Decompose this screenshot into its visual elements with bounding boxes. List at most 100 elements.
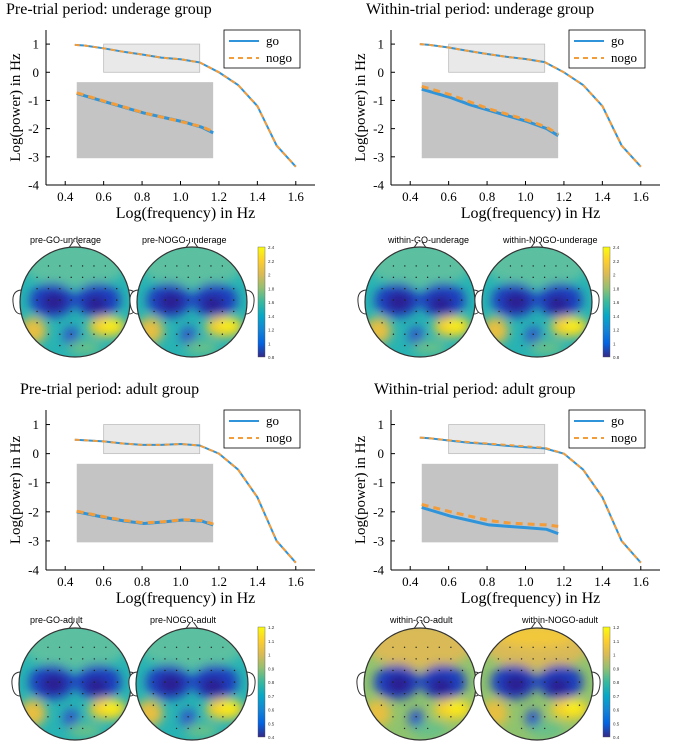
colorbar-tick-label: 2.2 <box>613 259 620 264</box>
topomaps-within-adult: 1.2 1.1 1 0.9 0.8 0.7 0.6 0.5 0.4 <box>356 622 620 741</box>
left-min-region <box>503 674 529 694</box>
electrode <box>567 716 569 718</box>
electrode <box>498 276 500 279</box>
electrode <box>116 681 119 683</box>
electrode <box>164 681 166 683</box>
electrode <box>81 265 84 267</box>
electrode <box>176 310 178 313</box>
electrode <box>498 322 500 324</box>
inset-go-line <box>421 506 559 536</box>
right-ear <box>591 671 601 697</box>
electrode <box>210 276 212 279</box>
electrode <box>210 669 213 672</box>
electrode <box>221 322 224 324</box>
colorbar-tick-label: 0.8 <box>613 355 620 360</box>
legend-box <box>223 409 301 449</box>
electrode <box>70 288 72 290</box>
electrode <box>199 704 201 706</box>
inset-zoom-box <box>76 463 214 543</box>
x-tick-label: 0.4 <box>402 189 419 204</box>
left-min-region <box>41 674 67 694</box>
electrode <box>532 646 534 649</box>
topomap-field <box>19 628 131 740</box>
electrode <box>415 276 417 279</box>
colorbar-tick-label: 1.4 <box>268 314 275 319</box>
electrode <box>221 310 224 313</box>
electrode <box>93 288 95 290</box>
topo-label-pre-nogo-adult: pre-NOGO-adult <box>150 615 217 625</box>
colorbar-ticks: 2.4 2.2 2 1.8 1.6 1.4 1.2 1 0.8 <box>613 245 620 360</box>
electrode <box>82 669 84 672</box>
electrode <box>164 299 167 301</box>
electrode <box>35 681 38 683</box>
x-tick-label: 1.6 <box>288 189 305 204</box>
legend-box <box>568 409 646 449</box>
electrode <box>70 276 72 279</box>
electrode <box>70 681 72 683</box>
electrode <box>187 333 189 335</box>
electrode <box>222 669 224 672</box>
electrode <box>198 265 201 267</box>
electrode <box>415 704 417 706</box>
electrode <box>543 333 546 335</box>
inset-zoom-box <box>421 463 559 543</box>
electrode <box>532 333 534 335</box>
electrode <box>438 704 441 706</box>
electrode <box>509 716 511 718</box>
electrode <box>404 333 406 335</box>
electrode <box>415 727 417 730</box>
inset-nogo-line <box>76 509 214 526</box>
electrode <box>555 646 558 649</box>
x-tick-label: 1.6 <box>633 574 650 589</box>
electrode <box>105 658 107 660</box>
colorbar-tick-label: 2.4 <box>613 245 620 250</box>
electrode <box>449 265 452 267</box>
occipital-mid <box>67 339 102 356</box>
electrode <box>415 322 417 324</box>
electrode <box>449 288 452 290</box>
electrode <box>153 276 155 279</box>
electrode <box>58 692 61 695</box>
right-min-region <box>84 295 108 313</box>
electrode <box>47 299 50 301</box>
x-tick-label: 0.4 <box>57 574 74 589</box>
colorbar-tick-label: 2.2 <box>268 259 275 264</box>
electrode <box>58 646 61 649</box>
electrode <box>415 310 417 313</box>
electrode <box>578 669 581 672</box>
colorbar-tick-label: 1.2 <box>613 328 620 333</box>
occipital-low <box>408 709 424 729</box>
electrode <box>222 704 224 706</box>
colorbar-tick-label: 2 <box>613 273 616 278</box>
x-axis-label: Log(frequency) in Hz <box>116 205 256 222</box>
electrode <box>70 344 72 347</box>
electrode <box>70 322 72 324</box>
electrode <box>555 288 557 290</box>
electrode <box>58 681 61 683</box>
electrode <box>93 276 95 279</box>
x-axis-label: Log(frequency) in Hz <box>461 205 601 222</box>
electrode <box>404 299 406 301</box>
electrode <box>164 669 166 672</box>
colorbar <box>602 626 611 738</box>
electrode <box>199 716 201 718</box>
electrode <box>221 265 224 267</box>
electrode <box>164 333 167 335</box>
frontal-region <box>484 247 590 288</box>
electrode <box>70 716 72 718</box>
electrode <box>70 310 72 313</box>
electrode <box>82 704 84 706</box>
y-tick-label: 0 <box>33 65 40 80</box>
electrode <box>164 276 167 279</box>
electrode <box>426 276 429 279</box>
colorbar-tick-label: 0.5 <box>268 721 275 726</box>
electrode <box>152 681 155 683</box>
legend-nogo-label: nogo <box>266 430 292 445</box>
colorbar-tick-label: 0.7 <box>613 694 620 699</box>
inset-highlight-box <box>448 43 546 73</box>
legend-go-label: go <box>266 413 279 428</box>
occipital-low <box>525 326 541 346</box>
electrode <box>461 669 464 672</box>
y-tick-label: -4 <box>373 563 384 578</box>
electrode <box>555 692 558 695</box>
